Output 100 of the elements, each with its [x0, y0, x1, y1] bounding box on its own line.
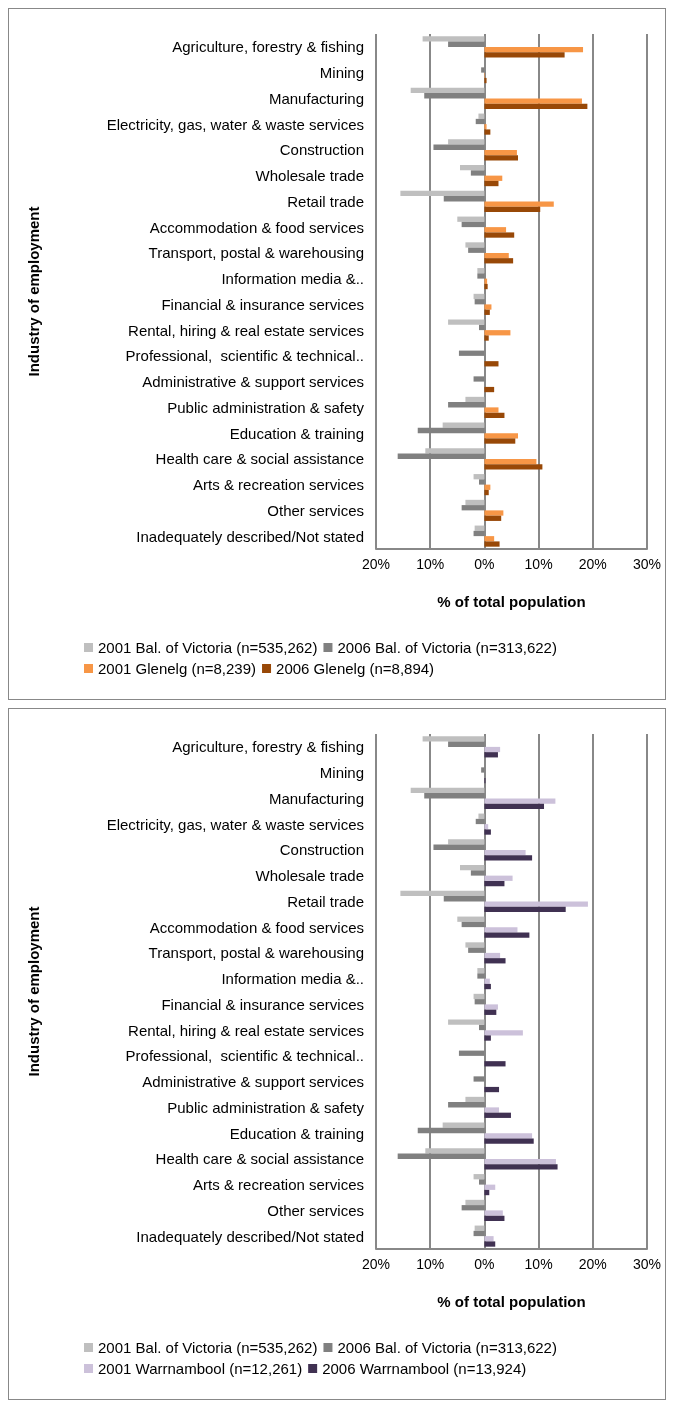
bar	[484, 1061, 506, 1067]
x-tick-label: 0%	[474, 1256, 495, 1272]
bar	[484, 1215, 505, 1221]
x-axis-title: % of total population	[437, 1293, 586, 1310]
bar	[410, 87, 485, 94]
bar	[484, 1210, 503, 1216]
bar	[465, 499, 485, 506]
bar	[484, 98, 582, 104]
bar	[484, 201, 554, 207]
bar	[484, 880, 505, 887]
y-axis-title: Industry of employment	[25, 906, 42, 1077]
legend-label: 2001 Bal. of Victoria (n=535,262)	[98, 639, 318, 656]
legend-label: 2001 Warrnambool (n=12,261)	[98, 1360, 303, 1377]
bar	[484, 77, 487, 84]
y-tick-label: Arts & recreation services	[193, 1176, 364, 1194]
x-axis-title: % of total population	[437, 593, 586, 610]
bar	[484, 1107, 500, 1113]
y-tick-label: Wholesale trade	[255, 167, 364, 185]
y-tick-label: Inadequately described/Not stated	[136, 527, 364, 545]
bar	[484, 1138, 534, 1144]
bar	[484, 335, 489, 341]
y-tick-label: Agriculture, forestry & fishing	[172, 738, 364, 756]
bar	[448, 1019, 485, 1025]
legend-label: 2006 Warrnambool (n=13,924)	[322, 1360, 527, 1377]
bar	[484, 484, 491, 490]
bar	[477, 968, 485, 974]
y-tick-label: Mining	[319, 64, 364, 82]
bar	[465, 1199, 485, 1206]
x-tick-label: 20%	[361, 1256, 391, 1272]
y-tick-label: Construction	[279, 841, 364, 859]
bar	[484, 46, 584, 53]
legend-label: 2001 Glenelg (n=8,239)	[98, 660, 257, 677]
bar	[484, 124, 487, 130]
bar	[484, 978, 490, 984]
bar	[484, 407, 499, 413]
x-tick-label: 30%	[632, 1256, 662, 1272]
bar	[448, 839, 485, 845]
x-tick-label: 10%	[416, 1256, 445, 1272]
bar	[410, 787, 485, 794]
y-tick-label: Mining	[319, 764, 364, 782]
bar	[484, 330, 511, 336]
legend-label: 2006 Bal. of Victoria (n=313,622)	[337, 639, 557, 656]
y-tick-label: Education & training	[229, 424, 364, 442]
bar	[484, 1035, 491, 1041]
bar	[484, 541, 500, 547]
y-tick-label: Other services	[267, 501, 364, 519]
bar	[484, 829, 491, 835]
bar	[484, 515, 502, 521]
y-tick-label: Transport, postal & warehousing	[148, 944, 364, 962]
bar	[465, 942, 485, 948]
bar	[484, 1004, 498, 1010]
y-tick-label: Professional, scientific & technical..	[125, 347, 364, 365]
bar	[484, 906, 566, 912]
bar	[484, 175, 503, 181]
x-tick-label: 30%	[632, 556, 662, 572]
y-tick-label: Transport, postal & warehousing	[148, 244, 364, 262]
bar	[465, 396, 485, 403]
bar	[484, 361, 499, 367]
bar	[484, 103, 588, 109]
bar	[425, 1148, 485, 1154]
bar	[484, 983, 491, 990]
bar	[484, 855, 533, 861]
bar	[400, 190, 485, 197]
x-tick-label: 10%	[416, 556, 445, 572]
legend-label: 2001 Bal. of Victoria (n=535,262)	[98, 1339, 318, 1356]
bar	[484, 304, 492, 310]
bar	[484, 309, 490, 315]
bar	[457, 916, 485, 922]
bar	[484, 129, 491, 135]
bar	[484, 433, 518, 439]
y-tick-label: Health care & social assistance	[155, 450, 364, 468]
bar	[484, 932, 530, 938]
bar	[465, 1096, 485, 1103]
bar	[484, 1164, 558, 1170]
x-tick-label: 0%	[474, 556, 495, 572]
bar	[484, 252, 509, 259]
bar	[484, 278, 488, 284]
bar	[484, 952, 501, 959]
bar	[460, 165, 485, 171]
bar	[484, 283, 488, 290]
bar	[442, 422, 485, 428]
bar	[484, 901, 588, 907]
y-tick-label: Manufacturing	[268, 789, 364, 807]
bar	[484, 875, 513, 881]
bar	[484, 180, 499, 187]
y-tick-label: Administrative & support services	[142, 373, 364, 391]
bar	[484, 227, 507, 233]
y-tick-label: Public administration & safety	[167, 1098, 365, 1116]
bar	[484, 1030, 523, 1036]
bar	[484, 1112, 511, 1118]
bar	[442, 1122, 485, 1128]
y-tick-label: Information media &..	[221, 970, 364, 988]
bar	[484, 1009, 497, 1015]
bar	[478, 113, 485, 119]
bar	[484, 438, 516, 444]
x-tick-label: 20%	[578, 556, 607, 572]
y-tick-label: Wholesale trade	[255, 867, 364, 885]
y-tick-label: Construction	[279, 141, 364, 159]
y-tick-label: Accommodation & food services	[149, 918, 364, 936]
bar	[484, 464, 543, 470]
